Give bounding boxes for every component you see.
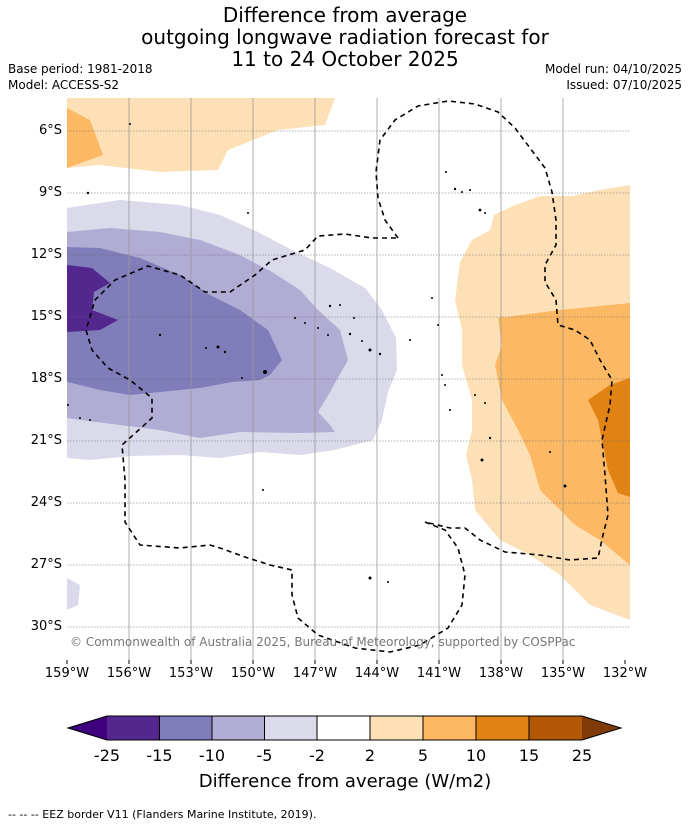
lat-label: 24°S (30, 495, 62, 510)
colorbar-segment (370, 716, 423, 740)
lon-label: 147°W (292, 666, 338, 681)
negative-anomaly-inner (67, 247, 282, 395)
copyright-notice: © Commonwealth of Australia 2025, Bureau… (70, 635, 576, 649)
model-run-label: Model run: 04/10/2025 (544, 62, 682, 76)
lat-label: 18°S (30, 371, 62, 386)
colorbar-segment (264, 716, 317, 740)
lon-label: 132°W (602, 666, 648, 681)
lat-label: 21°S (30, 433, 62, 448)
chart-title-line3: 11 to 24 October 2025 (231, 47, 459, 71)
positive-anomaly-east-mid (495, 303, 630, 565)
lon-label: 138°W (478, 666, 524, 681)
eez-border-west (85, 233, 466, 653)
eez-legend-footer: -- -- -- EEZ border V11 (Flanders Marine… (8, 808, 317, 821)
base-period-label: Base period: 1981-2018 (8, 62, 153, 76)
colorbar-tick: 15 (518, 746, 540, 765)
chart-title-line1: Difference from average (222, 3, 468, 27)
lat-label: 6°S (38, 123, 62, 138)
colorbar-tick: -15 (146, 746, 173, 765)
colorbar-tick: -2 (309, 746, 325, 765)
gridlines (67, 130, 630, 628)
colorbar-label: Difference from average (W/m2) (198, 771, 492, 792)
colorbar-segment (107, 716, 160, 740)
meridian-lines (128, 98, 564, 660)
lat-label: 15°S (30, 309, 62, 324)
lon-label: 144°W (354, 666, 400, 681)
colorbar-segment (159, 716, 212, 740)
colorbar-arrow-low (68, 716, 107, 740)
positive-anomaly-north-core (67, 108, 103, 168)
lat-label: 9°S (38, 185, 62, 200)
colorbar-segment (476, 716, 529, 740)
lat-label: 30°S (30, 619, 62, 634)
colorbar-tick: 2 (364, 746, 376, 765)
colorbar-segment (423, 716, 476, 740)
colorbar-segment (317, 716, 370, 740)
colorbar-tick: -5 (256, 746, 273, 765)
colorbar-tick: 25 (571, 746, 593, 765)
colorbar (66, 715, 623, 741)
negative-anomaly-core (67, 265, 118, 332)
colorbar-tick: 5 (417, 746, 429, 765)
colorbar-segment (529, 716, 582, 740)
positive-anomaly-east-core (588, 378, 630, 497)
negative-anomaly-south (67, 578, 80, 610)
colorbar-arrow-high (582, 716, 621, 740)
colorbar-tick: 10 (465, 746, 487, 765)
lon-label: 156°W (106, 666, 152, 681)
lon-label: 150°W (230, 666, 276, 681)
colorbar-segment (212, 716, 265, 740)
axis-ticks (66, 660, 626, 664)
colorbar-tick: -10 (198, 746, 226, 765)
lon-label: 141°W (416, 666, 462, 681)
model-label: Model: ACCESS-S2 (8, 78, 120, 92)
positive-anomaly-north (67, 98, 335, 172)
eez-border-east (375, 100, 613, 561)
chart-title-line2: outgoing longwave radiation forecast for (141, 25, 549, 49)
lon-label: 135°W (540, 666, 586, 681)
lon-label: 153°W (168, 666, 214, 681)
lat-label: 27°S (30, 557, 62, 572)
issued-label: Issued: 07/10/2025 (566, 78, 682, 92)
lon-label: 159°W (44, 666, 90, 681)
lat-label: 12°S (30, 247, 62, 262)
islands (67, 123, 567, 583)
colorbar-outline (66, 715, 623, 741)
colorbar-tick: -25 (93, 746, 121, 765)
